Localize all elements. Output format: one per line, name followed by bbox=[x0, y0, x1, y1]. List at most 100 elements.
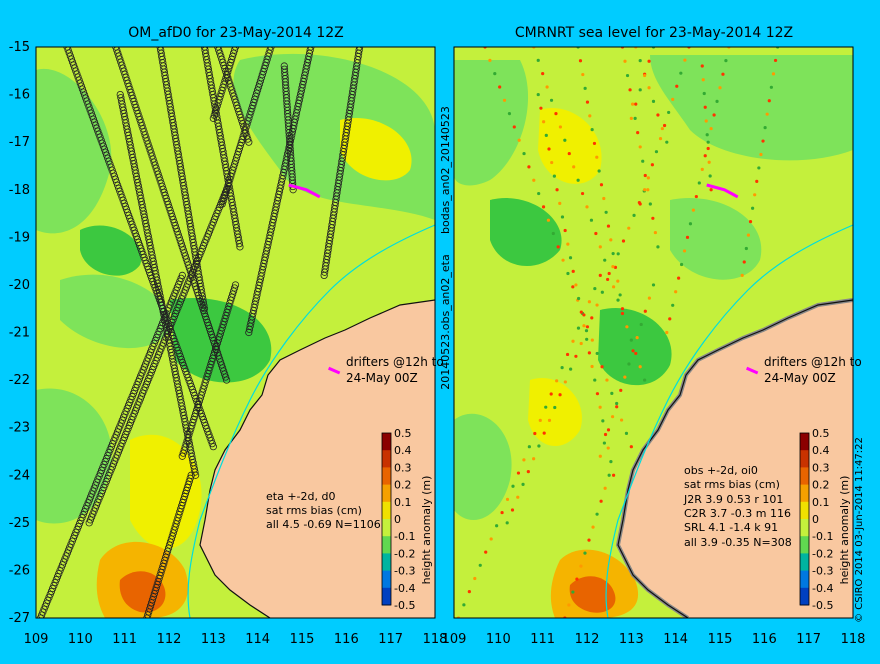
stats-line: J2R 3.9 0.53 r 101 bbox=[683, 493, 783, 506]
anomaly-low-region bbox=[490, 198, 562, 267]
obs-point bbox=[750, 206, 755, 210]
obs-point bbox=[561, 258, 565, 262]
right-map-title: CMRNRT sea level for 23-May-2014 12Z bbox=[515, 25, 793, 41]
altimeter-obs-dot bbox=[245, 138, 253, 146]
obs-point bbox=[593, 378, 597, 382]
stats-line: all 3.9 -0.35 N=308 bbox=[684, 536, 792, 549]
obs-point bbox=[567, 151, 571, 156]
obs-point bbox=[578, 59, 583, 63]
obs-point bbox=[616, 252, 620, 256]
colorbar-segment bbox=[800, 433, 809, 451]
latitude-tick: -23 bbox=[9, 421, 30, 436]
obs-point bbox=[636, 131, 640, 135]
left-map-title: OM_afD0 for 23-May-2014 12Z bbox=[128, 25, 344, 41]
obs-point bbox=[576, 326, 581, 330]
obs-point bbox=[585, 337, 589, 341]
obs-point bbox=[656, 113, 660, 117]
altimeter-obs-dot bbox=[178, 271, 186, 279]
obs-point bbox=[647, 296, 652, 300]
obs-point bbox=[563, 380, 567, 384]
obs-point bbox=[598, 454, 602, 458]
colorbar-tick: 0.3 bbox=[812, 461, 830, 474]
obs-point bbox=[539, 106, 543, 110]
anomaly-low-region bbox=[650, 55, 853, 161]
obs-point bbox=[769, 85, 773, 89]
obs-point bbox=[571, 269, 575, 273]
colorbar-segment bbox=[800, 570, 809, 589]
obs-point bbox=[541, 72, 545, 76]
obs-point bbox=[637, 200, 641, 205]
obs-point bbox=[526, 469, 530, 474]
anomaly-low-region bbox=[454, 60, 529, 186]
latitude-tick: -25 bbox=[9, 516, 30, 531]
obs-point bbox=[702, 91, 706, 96]
drifters-annotation-line2: 24-May 00Z bbox=[346, 371, 418, 385]
obs-point bbox=[574, 283, 578, 287]
obs-point bbox=[537, 444, 541, 448]
colorbar-frame bbox=[799, 432, 810, 606]
stats-line: obs +-2d, oi0 bbox=[684, 464, 758, 477]
altimeter-obs-dot bbox=[223, 186, 231, 194]
obs-point bbox=[708, 174, 712, 178]
obs-point bbox=[583, 86, 587, 90]
obs-point bbox=[563, 138, 567, 142]
obs-point bbox=[715, 99, 719, 103]
latitude-tick: -16 bbox=[9, 88, 30, 103]
obs-point bbox=[638, 88, 642, 92]
obs-point bbox=[635, 336, 639, 340]
colorbar-segment bbox=[382, 450, 391, 468]
obs-point bbox=[619, 388, 623, 392]
land-mass bbox=[618, 300, 853, 618]
obs-point bbox=[542, 120, 546, 124]
obs-point bbox=[665, 140, 669, 144]
drifter-track bbox=[706, 183, 739, 199]
obs-point bbox=[566, 271, 570, 276]
longitude-tick: 118 bbox=[841, 632, 866, 647]
obs-point bbox=[552, 174, 556, 178]
colorbar-segment bbox=[382, 553, 391, 572]
obs-point bbox=[511, 484, 515, 488]
obs-point bbox=[493, 72, 497, 76]
obs-point bbox=[567, 603, 571, 607]
colorbar-tick: -0.5 bbox=[394, 599, 415, 612]
colorbar-tick: 0.1 bbox=[812, 496, 830, 509]
obs-point bbox=[522, 151, 526, 156]
obs-point bbox=[631, 102, 635, 106]
anomaly-low-region bbox=[454, 413, 512, 520]
altimeter-obs-dot bbox=[191, 468, 199, 476]
longitude-tick: 117 bbox=[796, 632, 821, 647]
obs-point bbox=[585, 205, 589, 209]
altimeter-obs-dot bbox=[223, 376, 231, 384]
obs-point bbox=[625, 73, 630, 78]
obs-point bbox=[773, 58, 778, 63]
latitude-tick: -15 bbox=[9, 40, 30, 55]
obs-point bbox=[516, 471, 521, 475]
obs-point bbox=[632, 213, 636, 217]
altimeter-obs-dot bbox=[209, 114, 217, 122]
coastline bbox=[199, 299, 435, 618]
altimeter-obs-dot bbox=[236, 243, 244, 251]
anomaly-low-region bbox=[670, 198, 762, 280]
colorbar-tick: -0.1 bbox=[812, 530, 833, 543]
longitude-tick: 114 bbox=[245, 632, 270, 647]
obs-point bbox=[603, 486, 607, 490]
obs-point bbox=[744, 246, 748, 251]
longitude-tick: 112 bbox=[575, 632, 600, 647]
coastline bbox=[617, 299, 853, 618]
obs-point bbox=[577, 296, 581, 301]
colorbar-segment bbox=[382, 587, 391, 606]
altimeter-obs-dot bbox=[209, 443, 217, 451]
longitude-tick: 116 bbox=[752, 632, 777, 647]
anomaly-high-region bbox=[340, 118, 412, 181]
obs-point bbox=[587, 538, 591, 542]
obs-point bbox=[675, 84, 679, 88]
obs-point bbox=[507, 112, 512, 116]
colorbar-segment bbox=[382, 484, 391, 503]
obs-point bbox=[629, 338, 633, 342]
obs-point bbox=[600, 365, 604, 369]
anomaly-high-region bbox=[538, 108, 602, 184]
obs-point bbox=[581, 72, 585, 77]
obs-point bbox=[625, 325, 629, 329]
obs-point bbox=[549, 98, 554, 102]
